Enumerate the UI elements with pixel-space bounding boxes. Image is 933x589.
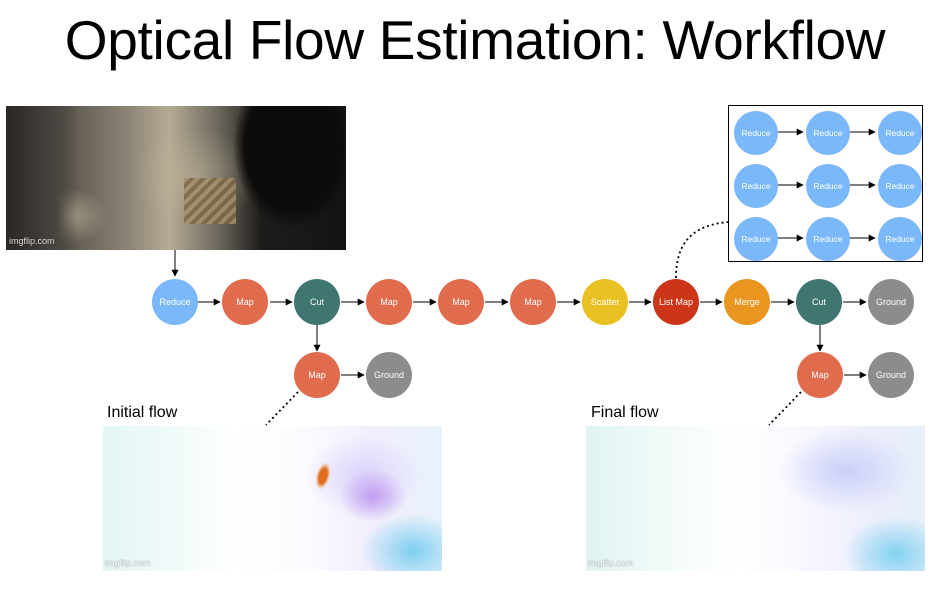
list-map-detail-box: Reduce Reduce Reduce Reduce Reduce Reduc… bbox=[728, 105, 923, 262]
input-frame-watermark: imgflip.com bbox=[9, 236, 55, 246]
node-final-map: Map bbox=[797, 352, 843, 398]
node-merge: Merge bbox=[724, 279, 770, 325]
initial-flow-watermark: imgflip.com bbox=[105, 558, 151, 568]
listmap-detail-callout bbox=[675, 221, 730, 279]
node-cut-1: Cut bbox=[294, 279, 340, 325]
node-initial-map: Map bbox=[294, 352, 340, 398]
initial-flow-image: imgflip.com bbox=[103, 426, 442, 571]
photo-coat-region bbox=[6, 106, 78, 250]
final-flow-caption: Final flow bbox=[591, 404, 659, 421]
node-ground-main: Ground bbox=[868, 279, 914, 325]
detail-reduce-r2-c1: Reduce bbox=[734, 164, 778, 208]
node-scatter: Scatter bbox=[582, 279, 628, 325]
final-flow-watermark: imgflip.com bbox=[588, 558, 634, 568]
node-map-1: Map bbox=[222, 279, 268, 325]
node-map-3: Map bbox=[438, 279, 484, 325]
detail-reduce-r1-c2: Reduce bbox=[806, 111, 850, 155]
node-map-4: Map bbox=[510, 279, 556, 325]
node-reduce: Reduce bbox=[152, 279, 198, 325]
node-map-2: Map bbox=[366, 279, 412, 325]
final-flow-callout bbox=[768, 391, 802, 426]
initial-flow-callout bbox=[265, 391, 299, 426]
input-frame-image: imgflip.com bbox=[6, 106, 346, 250]
detail-reduce-r2-c3: Reduce bbox=[878, 164, 922, 208]
initial-flow-caption: Initial flow bbox=[107, 404, 178, 421]
detail-reduce-r1-c3: Reduce bbox=[878, 111, 922, 155]
initial-flow-orange-spot bbox=[312, 460, 334, 492]
detail-reduce-r3-c1: Reduce bbox=[734, 217, 778, 261]
detail-arrows bbox=[777, 128, 876, 241]
photo-hair-region bbox=[218, 106, 346, 250]
detail-reduce-r3-c2: Reduce bbox=[806, 217, 850, 261]
final-flow-image: imgflip.com bbox=[586, 426, 925, 571]
node-list-map: List Map bbox=[653, 279, 699, 325]
slide-title: Optical Flow Estimation: Workflow bbox=[64, 9, 886, 71]
detail-reduce-r1-c1: Reduce bbox=[734, 111, 778, 155]
node-final-ground: Ground bbox=[868, 352, 914, 398]
detail-reduce-r2-c2: Reduce bbox=[806, 164, 850, 208]
node-initial-ground: Ground bbox=[366, 352, 412, 398]
detail-reduce-r3-c3: Reduce bbox=[878, 217, 922, 261]
node-cut-2: Cut bbox=[796, 279, 842, 325]
